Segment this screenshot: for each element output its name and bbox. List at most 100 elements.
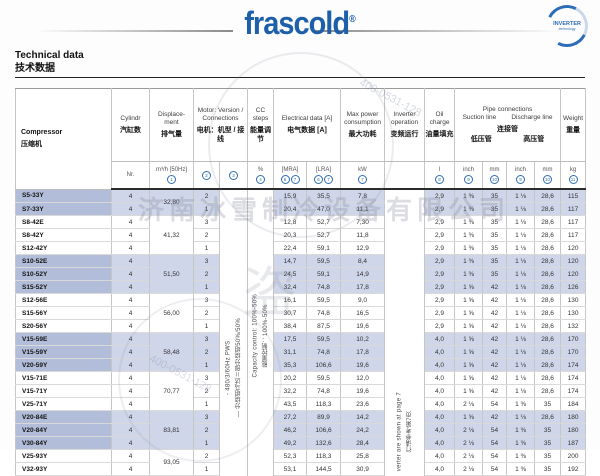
weight-value: 126 bbox=[560, 280, 587, 294]
discharge-inch-value: 1 ⅛ bbox=[506, 306, 536, 320]
motor-version: 2 bbox=[193, 306, 220, 320]
unit-inverter bbox=[384, 161, 426, 190]
motor-connections-note: - 480/3/60Hz PWS — 分绕组马达＝部分绕组50%/50% bbox=[219, 189, 248, 476]
discharge-inch-value: 1 ⅛ bbox=[506, 189, 536, 203]
max-power-value: 17,8 bbox=[340, 280, 386, 294]
suction-inch-value: 1 ⅝ bbox=[454, 345, 484, 359]
compressor-row-V32-93Y: V32-93Y 4 1 53,1 144,5 30,9 4,0 2 ⅛ 54 1 ⅜ 35 192 bbox=[15, 462, 587, 476]
lra-value: 74,8 bbox=[305, 345, 342, 359]
discharge-inch-value: 1 ⅛ bbox=[506, 254, 536, 268]
max-power-value: 12,9 bbox=[340, 241, 386, 255]
frascold-logo: frascold® bbox=[244, 6, 356, 42]
discharge-inch-value: 1 ⅛ bbox=[506, 319, 536, 333]
displacement-value: 51,50 bbox=[149, 254, 194, 294]
lra-value: 52,7 bbox=[305, 215, 342, 229]
compressor-row-S8-42E: S8-42E 4 41,32 3 12,8 52,7 7,30 2,9 1 ⅜ 35 1 ⅛ 28,6… bbox=[15, 215, 587, 255]
discharge-inch-value: 1 ⅛ bbox=[506, 371, 536, 385]
motor-version: 3 bbox=[193, 371, 220, 385]
compressor-name: V25-71Y bbox=[15, 397, 112, 411]
compressor-name: S12-56E bbox=[15, 293, 112, 307]
suction-mm-value: 42 bbox=[482, 410, 508, 424]
footnote-9-icon: 9 bbox=[516, 174, 526, 184]
compressor-name: V20-84E bbox=[15, 410, 112, 424]
oil-charge-value: 4,0 bbox=[424, 345, 456, 359]
suction-mm-value: 54 bbox=[482, 449, 508, 463]
suction-inch-value: 2 ⅛ bbox=[454, 423, 484, 437]
col-header-inverter-operation: Inverter operation 变频运行 bbox=[384, 88, 426, 162]
footnote-6-icon: 6 bbox=[314, 174, 323, 184]
suction-mm-value: 35 bbox=[482, 202, 508, 216]
compressor-name: V15-59Y bbox=[15, 345, 112, 359]
compressor-name: S8-42E bbox=[15, 215, 112, 229]
unit-cylinder: Nr. bbox=[111, 161, 150, 190]
motor-version: 1 bbox=[193, 202, 220, 216]
discharge-inch-value: 1 ⅛ bbox=[506, 293, 536, 307]
discharge-inch-value: 1 ⅛ bbox=[506, 241, 536, 255]
weight-value: 120 bbox=[560, 267, 587, 281]
compressor-name: S10-52Y bbox=[15, 267, 112, 281]
motor-version: 1 bbox=[193, 280, 220, 294]
suction-mm-value: 42 bbox=[482, 384, 508, 398]
mra-value: 20,3 bbox=[273, 228, 307, 242]
suction-mm-value: 42 bbox=[482, 345, 508, 359]
brand-header: frascold® bbox=[0, 2, 600, 42]
suction-mm-value: 42 bbox=[482, 280, 508, 294]
max-power-value: 14,9 bbox=[340, 267, 386, 281]
suction-mm-value: 54 bbox=[482, 397, 508, 411]
unit-motor-connections: 3 bbox=[219, 161, 248, 190]
compressor-name: S8-42Y bbox=[15, 228, 112, 242]
unit-suction-mm: mm 10 bbox=[482, 161, 508, 190]
suction-inch-value: 1 ⅜ bbox=[454, 267, 484, 281]
max-power-value: 16,5 bbox=[340, 306, 386, 320]
suction-inch-value: 1 ⅝ bbox=[454, 358, 484, 372]
max-power-value: 23,6 bbox=[340, 397, 386, 411]
lra-value: 59,1 bbox=[305, 241, 342, 255]
lra-value: 59,5 bbox=[305, 293, 342, 307]
discharge-mm-value: 28,6 bbox=[534, 332, 562, 346]
motor-version: 2 bbox=[193, 189, 220, 203]
compressor-row-S15-56Y: S15-56Y 4 2 30,7 74,8 16,5 2,9 1 ⅝ 42 1 ⅛ 28,6 130 bbox=[15, 306, 587, 320]
lra-value: 59,1 bbox=[305, 267, 342, 281]
oil-charge-value: 4,0 bbox=[424, 384, 456, 398]
weight-value: 130 bbox=[560, 293, 587, 307]
displacement-value: 32,80 bbox=[149, 189, 194, 216]
lra-value: 35,5 bbox=[305, 189, 342, 203]
suction-inch-value: 1 ⅝ bbox=[454, 371, 484, 385]
cylinder-count: 4 bbox=[111, 358, 150, 372]
badge-subtitle: technology bbox=[558, 26, 576, 30]
discharge-mm-value: 35 bbox=[534, 423, 562, 437]
max-power-value: 9,0 bbox=[340, 293, 386, 307]
weight-value: 130 bbox=[560, 306, 587, 320]
footnote-7-icon: 7 bbox=[290, 174, 300, 184]
compressor-row-V15-59Y: V15-59Y 4 2 31,1 74,8 17,8 4,0 1 ⅝ 42 1 ⅛ 28,6 170 bbox=[15, 345, 587, 359]
displacement-value: 70,77 bbox=[149, 371, 194, 411]
footnote-2-icon: 2 bbox=[202, 170, 211, 180]
weight-value: 174 bbox=[560, 371, 587, 385]
discharge-inch-value: 1 ⅛ bbox=[506, 358, 536, 372]
oil-charge-value: 2,9 bbox=[424, 319, 456, 333]
max-power-value: 30,9 bbox=[340, 462, 386, 476]
max-power-value: 19,6 bbox=[340, 358, 386, 372]
suction-inch-value: 2 ⅛ bbox=[454, 436, 484, 450]
cylinder-count: 4 bbox=[111, 215, 150, 229]
oil-charge-value: 4,0 bbox=[424, 410, 456, 424]
compressor-row-S12-42Y: S12-42Y 4 1 22,4 59,1 12,9 2,9 1 ⅜ 35 1 ⅛ 28,6 120 bbox=[15, 241, 587, 255]
motor-version: 1 bbox=[193, 436, 220, 450]
inverter-operation-note: verter are shown at page 7 行请参考第7页 bbox=[384, 189, 426, 476]
logo-rule-left bbox=[35, 30, 233, 32]
motor-version: 1 bbox=[193, 319, 220, 333]
lra-value: 74,8 bbox=[305, 306, 342, 320]
cylinder-count: 4 bbox=[111, 345, 150, 359]
suction-inch-value: 2 ⅛ bbox=[454, 449, 484, 463]
discharge-inch-value: 1 ⅛ bbox=[506, 280, 536, 294]
lra-value: 144,5 bbox=[305, 462, 342, 476]
footnote-3-icon: 3 bbox=[229, 170, 238, 180]
max-power-value: 28,4 bbox=[340, 436, 386, 450]
oil-charge-value: 2,9 bbox=[424, 293, 456, 307]
max-power-value: 25,8 bbox=[340, 449, 386, 463]
lra-value: 52,7 bbox=[305, 228, 342, 242]
cylinder-count: 4 bbox=[111, 436, 150, 450]
lra-value: 74,8 bbox=[305, 384, 342, 398]
discharge-inch-value: 1 ⅜ bbox=[506, 397, 536, 411]
discharge-inch-value: 1 ⅛ bbox=[506, 215, 536, 229]
